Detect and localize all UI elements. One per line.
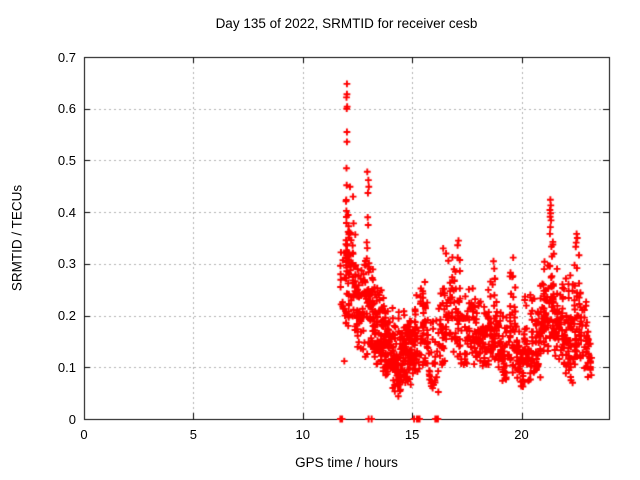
y-tick-label: 0.1 <box>57 359 76 375</box>
y-tick-label: 0.5 <box>57 152 76 168</box>
x-tick-label: 0 <box>80 427 88 442</box>
x-tick-label: 10 <box>295 427 310 442</box>
y-tick-label: 0.4 <box>57 204 76 220</box>
chart-title: Day 135 of 2022, SRMTID for receiver ces… <box>215 16 478 31</box>
x-tick-label: 15 <box>404 427 420 442</box>
x-tick-label: 5 <box>189 427 197 442</box>
x-axis-label: GPS time / hours <box>295 455 398 470</box>
y-tick-label: 0.3 <box>57 256 76 272</box>
x-tick-label: 20 <box>514 427 529 442</box>
y-axis-label: SRMTID / TECUs <box>9 184 25 292</box>
y-tick-label: 0.2 <box>57 308 76 324</box>
y-tick-label: 0.6 <box>57 101 76 117</box>
y-tick-label: 0.7 <box>57 49 76 65</box>
y-tick-label: 0 <box>68 411 76 427</box>
